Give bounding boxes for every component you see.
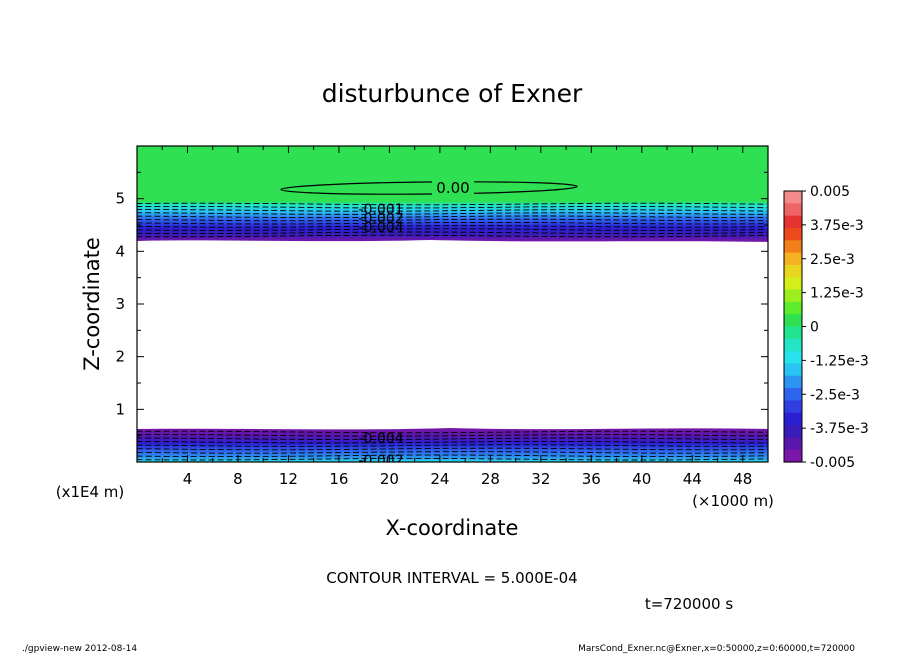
colorbar-label: 0.005 [810, 184, 850, 200]
colorbar-swatch [784, 375, 802, 389]
contour-line [137, 205, 768, 209]
lower-dashed-contours [137, 430, 768, 461]
footer-left: ./gpview-new 2012-08-14 [22, 644, 137, 654]
x-axis-ticks: 4 8 12 16 20 24 28 32 36 40 44 48 [161, 146, 752, 488]
contour-line [137, 434, 768, 437]
x-tick-label: 36 [582, 470, 601, 488]
colorbar-label: -3.75e-3 [810, 421, 869, 437]
footer-right: MarsCond_Exner.nc@Exner,x=0:50000,z=0:60… [578, 644, 855, 654]
contour-line [137, 225, 768, 228]
colorbar-label: 2.5e-3 [810, 252, 855, 268]
contour-line [137, 451, 768, 454]
colorbar-swatch [784, 252, 802, 266]
contour-line [137, 447, 768, 451]
contour-label-zero: 0.00 [436, 179, 469, 197]
x-tick-label: 20 [380, 470, 399, 488]
contour-line [137, 218, 768, 222]
contour-line [137, 221, 768, 225]
colorbar-swatch [784, 227, 802, 241]
colorbar-swatch [784, 314, 802, 328]
x-tick-label: 12 [279, 470, 298, 488]
contour-label-bg [432, 180, 474, 196]
colorbar-swatch [784, 388, 802, 402]
plot-area: 0.00 -0.001 -0.002 -0.004 -0.004 -0.002 [137, 146, 768, 469]
colorbar-swatch [784, 301, 802, 315]
x-tick-label: 8 [233, 470, 243, 488]
upper-green-band [137, 146, 768, 208]
colorbar-swatch [784, 351, 802, 365]
contour-line [137, 228, 768, 231]
contour-line [137, 437, 768, 441]
y-tick-label: 4 [115, 242, 125, 260]
y-tick-label: 1 [115, 400, 125, 418]
colorbar-swatch [784, 264, 802, 278]
x-tick-label: 48 [733, 470, 752, 488]
chart-title: disturbunce of Exner [322, 79, 583, 108]
x-unit-label: (×1000 m) [692, 492, 774, 510]
colorbar [784, 191, 802, 463]
contour-label-upper-3: -0.004 [358, 220, 403, 236]
contour-line [137, 440, 768, 444]
colorbar-labels: 0.005 3.75e-3 2.5e-3 1.25e-3 0 -1.25e-3 -2.5e-… [802, 184, 869, 471]
colorbar-swatch [784, 437, 802, 451]
colorbar-swatch [784, 425, 802, 438]
contour-label-lower-2: -0.002 [358, 453, 403, 469]
colorbar-swatch [784, 412, 802, 426]
colorbar-swatch [784, 400, 802, 414]
x-tick-label: 40 [632, 470, 651, 488]
contour-line [137, 430, 768, 434]
contour-line [137, 202, 768, 206]
colorbar-label: -0.005 [810, 455, 855, 471]
colorbar-label: -2.5e-3 [810, 387, 860, 403]
x-tick-label: 24 [430, 470, 449, 488]
colorbar-swatch [784, 203, 802, 217]
contour-label-upper-2: -0.002 [358, 211, 403, 227]
colorbar-swatch [784, 240, 802, 254]
contour-label-lower-1: -0.004 [358, 431, 403, 447]
y-axis-ticks: 1 2 3 4 5 [115, 171, 768, 437]
colorbar-swatch [784, 277, 802, 291]
contour-line [137, 234, 768, 238]
contour-line [137, 444, 768, 447]
colorbar-swatch [784, 191, 802, 204]
contour-line [137, 454, 768, 458]
time-note: t=720000 s [645, 595, 733, 613]
contour-interval-note: CONTOUR INTERVAL = 5.000E-04 [326, 569, 577, 587]
x-tick-label: 4 [183, 470, 193, 488]
y-tick-label: 3 [115, 295, 125, 313]
y-unit-label: (x1E4 m) [56, 483, 125, 501]
contour-line [137, 215, 767, 219]
x-tick-label: 16 [329, 470, 348, 488]
colorbar-swatch [784, 449, 802, 463]
zero-contour [280, 181, 578, 195]
contour-line [137, 209, 768, 212]
colorbar-swatch [784, 326, 802, 340]
upper-gradient-band [137, 201, 768, 242]
x-tick-label: 28 [481, 470, 500, 488]
contour-line [137, 457, 768, 461]
upper-dashed-contours [137, 202, 768, 238]
colorbar-swatch [784, 338, 802, 352]
colorbar-swatch [784, 363, 802, 377]
y-axis-label: Z-coordinate [80, 237, 104, 371]
x-tick-label: 44 [683, 470, 702, 488]
x-tick-label: 32 [531, 470, 550, 488]
colorbar-swatch [784, 215, 802, 229]
colorbar-label: 0 [810, 320, 819, 336]
colorbar-label: 3.75e-3 [810, 218, 864, 234]
x-axis-label: X-coordinate [386, 516, 519, 540]
colorbar-swatch [784, 289, 802, 303]
colorbar-label: -1.25e-3 [810, 353, 869, 369]
contour-label-upper-1: -0.001 [358, 202, 403, 218]
contour-line [137, 212, 768, 215]
y-tick-label: 2 [115, 348, 125, 366]
colorbar-label: 1.25e-3 [810, 286, 864, 302]
contour-line [137, 231, 768, 235]
y-tick-label: 5 [115, 190, 125, 208]
